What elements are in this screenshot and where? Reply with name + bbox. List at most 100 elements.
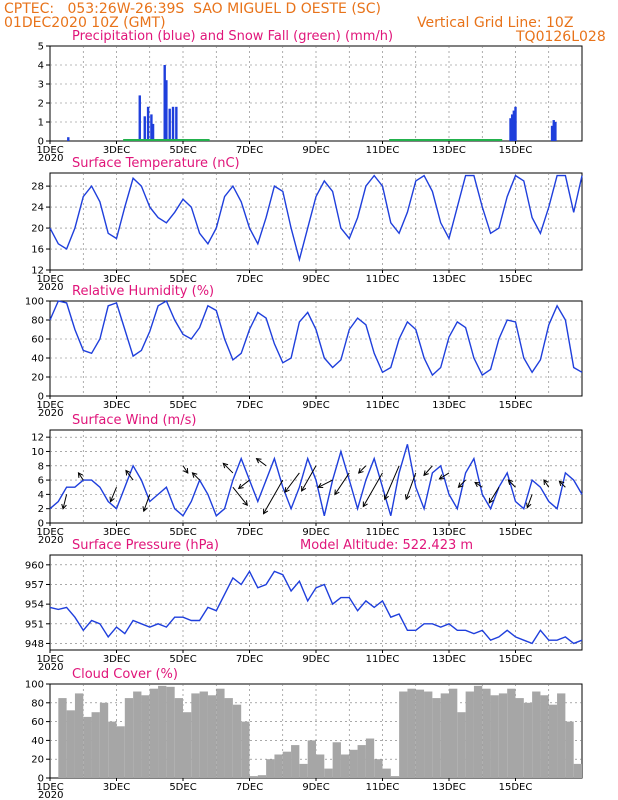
cloud-bar: [291, 745, 300, 778]
y-tick-label: 80: [31, 316, 44, 327]
x-tick-label: 13DEC: [432, 654, 466, 665]
year-label: 2020: [38, 790, 63, 800]
x-tick-label: 9DEC: [302, 654, 329, 665]
y-tick-label: 1: [38, 118, 44, 129]
precip-bar: [138, 95, 141, 141]
x-tick-label: 9DEC: [302, 527, 329, 538]
x-tick-label: 9DEC: [302, 274, 329, 285]
cloud-bar: [158, 685, 167, 778]
y-tick-label: 4: [38, 490, 44, 501]
wind-arrow-head: [334, 489, 340, 496]
cloud-bar: [557, 693, 566, 778]
cloud-bar: [440, 693, 449, 778]
wind-arrow: [78, 472, 84, 481]
cloud-bar: [307, 740, 316, 778]
x-tick-label: 5DEC: [169, 782, 196, 793]
y-tick-label: 100: [25, 297, 44, 308]
precip-bar: [552, 120, 555, 141]
x-tick-label: 1DEC: [36, 274, 63, 285]
precip-bar: [67, 137, 70, 141]
wind-arrow: [358, 465, 367, 474]
y-tick-label: 5: [38, 42, 44, 53]
y-tick-label: 24: [31, 203, 44, 214]
panel-pres: 948 951 954 957 960 1DEC 3DEC 5DEC 7DEC 9DEC 11DEC…: [25, 538, 583, 673]
cloud-bar: [274, 754, 283, 778]
cloud-bar: [282, 751, 292, 778]
precip-bar: [143, 116, 146, 141]
precip-bar: [150, 114, 153, 141]
x-tick-label: 15DEC: [499, 145, 533, 156]
y-tick-label: 20: [31, 755, 44, 766]
precip-bar: [171, 106, 175, 141]
precip-bar: [510, 114, 514, 141]
cloud-bar: [232, 704, 242, 778]
year-label: 2020: [38, 535, 63, 546]
cloud-bar: [216, 688, 225, 778]
wind-arrow-head: [404, 494, 411, 501]
wind-arrow-head: [317, 482, 324, 488]
x-tick-label: 15DEC: [499, 654, 533, 665]
cloud-bar: [390, 776, 400, 778]
panel-title: Cloud Cover (%): [72, 667, 178, 682]
wind-arrow: [526, 494, 533, 508]
y-tick-label: 8: [38, 461, 44, 472]
wind-arrow-head: [383, 494, 389, 501]
y-tick-label: 3: [38, 80, 44, 91]
cloud-bar: [207, 695, 217, 778]
cloud-bar: [58, 698, 67, 778]
wind-arrow: [238, 479, 250, 489]
wind-arrow-head: [488, 497, 494, 504]
series-line-wind: [49, 444, 583, 517]
wind-arrow: [405, 472, 417, 500]
precip-bar: [146, 106, 150, 141]
precip-bar: [550, 125, 554, 141]
x-tick-label: 3DEC: [103, 400, 130, 411]
wind-arrow: [507, 479, 516, 488]
x-tick-label: 1DEC: [36, 145, 63, 156]
model-code: TQ0126L028: [516, 29, 606, 45]
wind-arrow: [256, 458, 267, 467]
y-tick-label: 6: [38, 476, 44, 487]
y-tick-label: 12: [31, 433, 44, 444]
wind-arrow-head: [284, 487, 290, 493]
wind-arrow: [125, 470, 134, 481]
cloud-bar: [316, 754, 325, 778]
wind-arrow: [362, 472, 383, 507]
x-tick-label: 11DEC: [366, 527, 400, 538]
wind-arrow: [232, 486, 248, 506]
wind-arrow-head: [507, 479, 514, 485]
x-tick-label: 3DEC: [103, 782, 130, 793]
cloud-bar: [473, 685, 483, 778]
run-date: 01DEC2020 10Z (GMT): [4, 15, 166, 31]
precip-bar: [168, 108, 171, 141]
x-tick-label: 5DEC: [169, 527, 196, 538]
cloud-bar: [565, 721, 574, 778]
y-tick-label: 957: [25, 580, 44, 591]
y-tick-label: 2: [38, 504, 44, 515]
cloud-bar: [299, 763, 308, 778]
x-tick-label: 11DEC: [366, 654, 400, 665]
y-tick-label: 951: [25, 619, 44, 630]
cloud-bar: [482, 688, 491, 778]
cloud-bar: [266, 759, 275, 778]
x-tick-label: 9DEC: [302, 782, 329, 793]
precip-bar: [163, 65, 166, 141]
wind-arrow-head: [438, 474, 445, 480]
cloud-bar: [515, 698, 524, 778]
cloud-bar: [174, 698, 183, 778]
cloud-bar: [249, 776, 258, 778]
x-tick-label: 7DEC: [236, 527, 263, 538]
wind-arrow-head: [263, 508, 269, 515]
x-tick-label: 11DEC: [366, 145, 400, 156]
x-tick-label: 1DEC: [36, 527, 63, 538]
wind-arrow-head: [191, 472, 198, 478]
x-tick-label: 9DEC: [302, 145, 329, 156]
y-tick-label: 2: [38, 99, 44, 110]
wind-arrow: [143, 494, 151, 512]
series-line-pres: [49, 569, 583, 645]
wind-arrow-head: [183, 467, 189, 474]
x-tick-label: 13DEC: [432, 527, 466, 538]
cloud-bar: [91, 712, 100, 778]
x-tick-label: 3DEC: [103, 145, 130, 156]
y-tick-label: 948: [25, 639, 44, 650]
